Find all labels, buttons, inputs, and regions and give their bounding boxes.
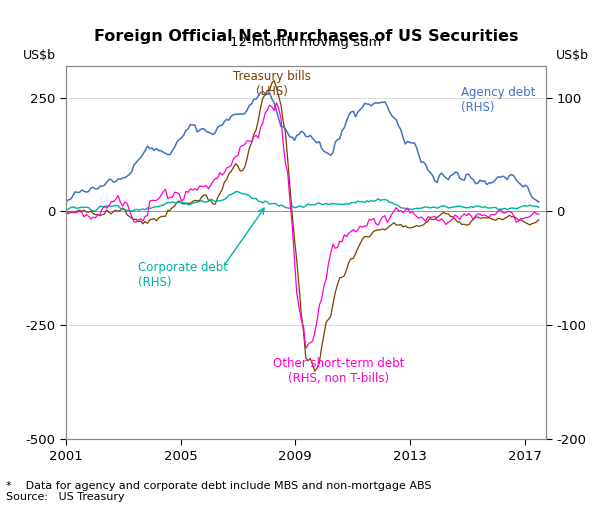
Text: Treasury bills
(LHS): Treasury bills (LHS) <box>233 70 311 97</box>
Text: 12-month moving sum: 12-month moving sum <box>230 36 382 49</box>
Text: *    Data for agency and corporate debt include MBS and non-mortgage ABS: * Data for agency and corporate debt inc… <box>6 481 431 491</box>
Text: Source:   US Treasury: Source: US Treasury <box>6 492 125 502</box>
Text: Corporate debt
(RHS): Corporate debt (RHS) <box>137 261 227 289</box>
Text: Other short-term debt
(RHS, non T-bills): Other short-term debt (RHS, non T-bills) <box>272 357 404 385</box>
Text: Agency debt
(RHS): Agency debt (RHS) <box>461 86 536 114</box>
Text: US$b: US$b <box>556 49 589 62</box>
Title: Foreign Official Net Purchases of US Securities: Foreign Official Net Purchases of US Sec… <box>94 29 518 43</box>
Text: US$b: US$b <box>23 49 56 62</box>
